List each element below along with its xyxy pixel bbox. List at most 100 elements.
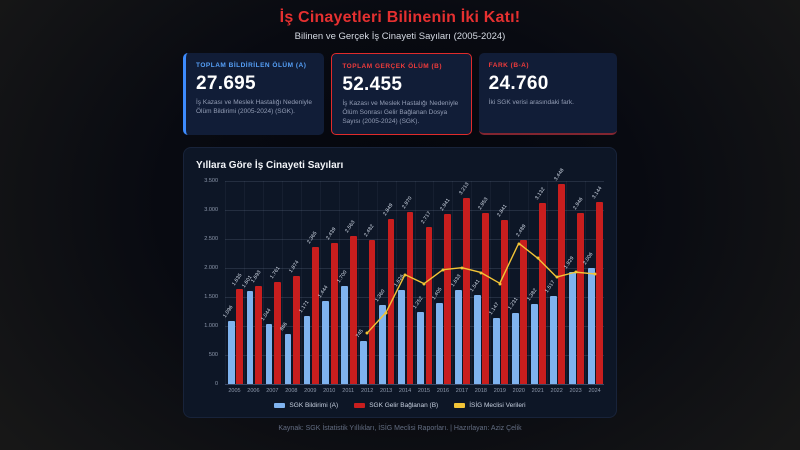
bar-sgk-gelir [558,184,565,385]
chart-body: 3.500 3.000 2.500 2.000 1.500 1.000 500 0 1.096… [196,168,605,387]
source-footer: Kaynak: SGK İstatistik Yıllıkları, İSİG … [278,425,522,433]
stat-card-description: İki SGK verisi arasındaki fark. [488,99,574,106]
bar-sgk-bildirimi [246,291,254,385]
x-tick-label: 2021 [531,388,544,395]
stat-card-value: 27.695 [196,73,256,94]
year-group-2021: 1.382 3.132 [526,181,548,385]
year-group-2022: 1.517 3.448 [544,168,567,385]
isig-line-point [422,282,426,286]
legend-item-sgk-gelir: SGK Gelir Bağlanan (B) [354,402,438,409]
bar-sgk-gelir [425,226,433,385]
bar-sgk-bildirimi [549,296,557,385]
legend-item-isig: İSİG Meclisi Verileri [454,402,526,409]
stat-card-label: TOPLAM BİLDİRİLEN ÖLÜM (A) [196,62,307,69]
isig-line-point [517,242,521,246]
x-tick-label: 2005 [228,388,241,395]
bar-sgk-bildirimi [530,304,538,385]
stat-card-value: 24.760 [488,73,549,94]
isig-line-point [403,273,407,277]
bar-sgk-bildirimi [436,302,443,385]
bar-sgk-bildirimi [322,300,330,385]
bar-sgk-bildirimi [511,312,519,385]
stat-card-description: İş Kazası ve Meslek Hastalığı Nedeniyle … [196,99,312,116]
chart-panel: Yıllara Göre İş Cinayeti Sayıları 3.500 3… [183,147,617,419]
isig-line-point [593,272,597,276]
x-tick-label: 2014 [398,388,412,395]
year-group-2023: 1.929 2.946 [563,181,586,385]
x-axis: 2005 2006 2007 2008 2009 2010 2011 2012 2013 2014… [225,388,604,394]
bar-sgk-gelir [349,235,357,385]
y-tick-label: 2.000 [204,265,218,272]
bar-sgk-gelir [463,197,471,385]
bar-sgk-gelir [520,239,528,385]
bar-sgk-bildirimi [303,316,311,385]
year-group-2008: 866 1.874 [279,181,302,385]
legend-swatch-blue [274,403,286,409]
bar-sgk-gelir [292,275,300,385]
stat-card-real-deaths: TOPLAM GERÇEK ÖLÜM (B) 52.455 İş Kazası … [331,53,472,136]
bar-sgk-bildirimi [341,285,349,385]
stat-card-description: İş Kazası ve Meslek Hastalığı Nedeniyle … [342,100,459,126]
page-header: İş Cinayetleri Bilinenin İki Katı! Bilin… [0,0,800,42]
year-group-2010: 1.444 2.439 [317,181,340,385]
bar-sgk-bildirimi [398,289,406,385]
x-tick-label: 2024 [588,388,601,395]
stat-cards-row: TOPLAM BİLDİRİLEN ÖLÜM (A) 27.695 İş Kaz… [183,53,617,136]
stat-card-reported-deaths: TOPLAM BİLDİRİLEN ÖLÜM (A) 27.695 İş Kaz… [183,53,325,136]
x-tick-label: 2013 [379,388,393,395]
year-group-2019: 1.147 2.841 [488,181,510,385]
isig-line-point [365,331,369,335]
year-group-2020: 1.231 2.489 [507,181,529,385]
y-tick-label: 1.000 [204,323,218,330]
x-tick-label: 2012 [361,388,374,395]
year-group-2005: 1.096 1.635 [222,181,245,385]
year-group-2014: 1.626 2.970 [393,181,416,385]
bar-sgk-gelir [406,212,414,385]
bar-sgk-bildirimi [227,320,235,385]
x-tick-label: 2022 [550,388,563,395]
bar-sgk-bildirimi [284,334,292,385]
year-group-2007: 1.044 1.761 [260,181,283,385]
page-subtitle: Bilinen ve Gerçek İş Cinayeti Sayıları (… [294,31,506,42]
stat-card-value: 52.455 [342,74,403,95]
legend-swatch-red [354,403,366,409]
x-tick-label: 2016 [436,388,450,395]
x-tick-label: 2007 [266,388,279,395]
dashboard-content: TOPLAM BİLDİRİLEN ÖLÜM (A) 27.695 İş Kaz… [183,53,617,419]
x-tick-label: 2008 [285,388,298,395]
bar-sgk-bildirimi [568,272,576,385]
legend-swatch-yellow [454,403,466,409]
x-tick-label: 2017 [455,388,469,395]
bar-sgk-gelir [236,289,243,385]
x-tick-label: 2009 [304,388,317,395]
year-group-2009: 1.171 2.365 [298,181,321,385]
isig-line-point [460,266,464,270]
year-group-2016: 1.405 2.941 [431,181,453,385]
bar-sgk-gelir [273,282,281,385]
year-group-2018: 1.541 2.953 [469,181,491,385]
legend-label: SGK Gelir Bağlanan (B) [369,402,439,410]
bar-sgk-gelir [539,202,547,385]
bar-sgk-gelir [482,213,490,385]
y-tick-label: 500 [208,352,218,359]
bar-sgk-gelir [254,286,262,385]
year-group-2024: 2.006 3.144 [582,181,605,385]
bar-sgk-gelir [596,201,603,385]
x-tick-label: 2015 [417,388,431,395]
x-tick-label: 2020 [512,388,525,395]
bar-sgk-bildirimi [455,289,462,385]
chart-title: Yıllara Göre İş Cinayeti Sayıları [196,160,344,172]
x-tick-label: 2023 [569,388,582,395]
isig-line-point [536,256,540,260]
x-tick-label: 2011 [342,388,355,395]
y-tick-label: 2.500 [204,236,218,243]
bar-sgk-gelir [311,247,319,385]
bar-sgk-bildirimi [493,317,500,385]
x-tick-label: 2006 [247,388,260,395]
bar-sgk-bildirimi [265,323,273,385]
stat-card-label: FARK (B-A) [488,62,530,69]
bar-sgk-bildirimi [417,311,425,385]
year-group-2011: 1.700 2.563 [336,181,359,385]
page-title: İş Cinayetleri Bilinenin İki Katı! [279,9,521,26]
bar-sgk-gelir [368,240,376,385]
